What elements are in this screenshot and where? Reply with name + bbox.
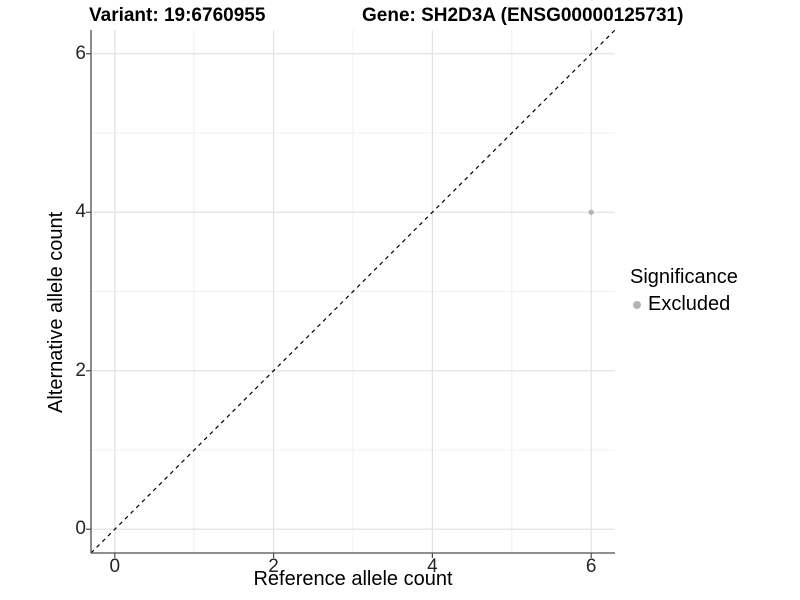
x-tick-label: 6	[585, 556, 597, 577]
y-tick-label: 0	[75, 518, 86, 540]
y-axis-title: Alternative allele count	[45, 211, 67, 413]
legend-entry-excluded: Excluded	[630, 293, 738, 316]
x-tick-label: 2	[268, 556, 279, 577]
plot-title-gene: Gene: SH2D3A (ENSG00000125731)	[362, 5, 684, 26]
x-axis-title: Reference allele count	[253, 568, 453, 590]
y-tick-label: 2	[75, 359, 86, 381]
x-tick-label: 4	[427, 556, 438, 577]
x-tick-label: 0	[109, 556, 121, 577]
plot-title-variant: Variant: 19:6760955	[89, 5, 266, 26]
data-point	[588, 209, 594, 215]
y-tick-label: 6	[75, 42, 86, 64]
legend-entry-label: Excluded	[648, 293, 731, 315]
identity-dashed-line	[90, 29, 616, 554]
legend: Significance Excluded	[630, 266, 738, 316]
y-tick-label: 4	[75, 201, 86, 223]
legend-title: Significance	[630, 266, 738, 288]
legend-point-icon	[633, 300, 641, 309]
